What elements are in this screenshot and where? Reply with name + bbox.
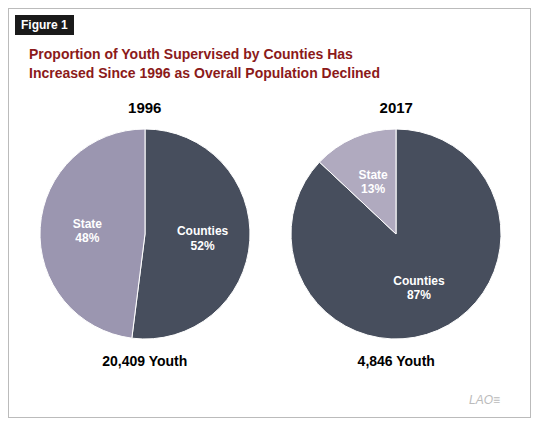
svg-text:Counties87%: Counties87% xyxy=(394,274,446,302)
svg-text:State13%: State13% xyxy=(359,168,389,196)
html-text:1996: 1996 xyxy=(128,99,162,116)
html-text:Figure 1: Figure 1 xyxy=(21,18,68,32)
html-text:4,846 Youth: 4,846 Youth xyxy=(357,353,435,369)
html-text:LAO≡: LAO≡ xyxy=(469,393,500,407)
svg-text:Counties52%: Counties52% xyxy=(177,224,229,252)
html-text:2017: 2017 xyxy=(379,99,413,116)
html-text:20,409 Youth: 20,409 Youth xyxy=(102,353,188,369)
svg-text:State48%: State48% xyxy=(72,217,102,245)
html-text:Proportion of Youth Supervised: Proportion of Youth Supervised by Counti… xyxy=(29,46,380,81)
